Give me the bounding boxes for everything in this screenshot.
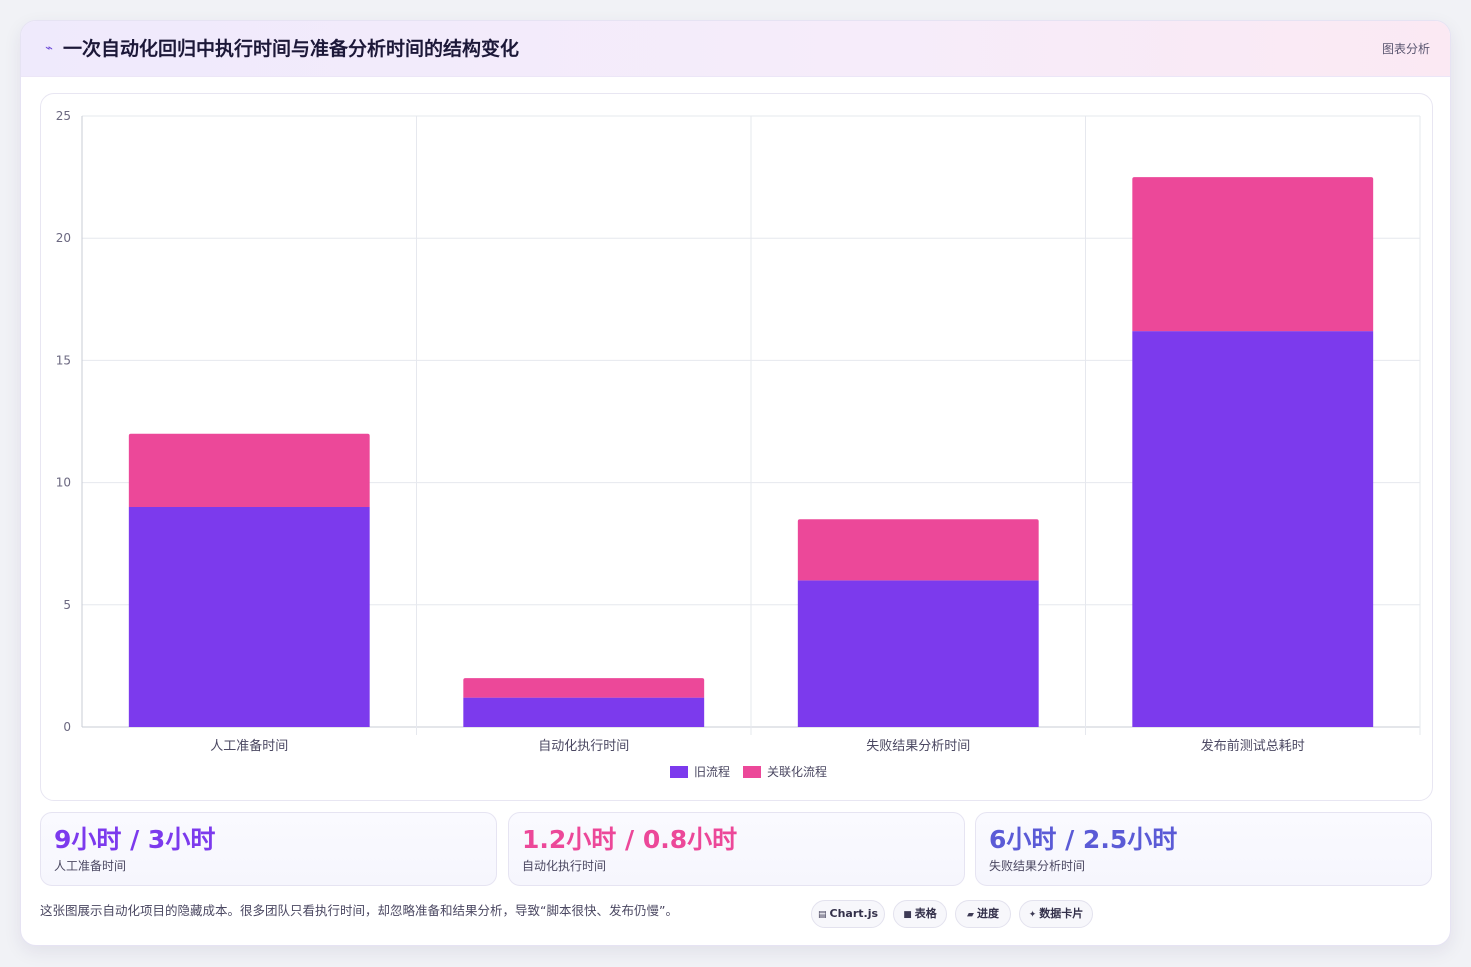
x-tick-label: 人工准备时间 [210,738,288,754]
chart-panel: 0 5 10 15 20 25 人工准备时间 自动化执行时间 失败结果分析时间 发布前测试总耗时旧… [40,93,1433,801]
x-tick-label: 自动化执行时间 [538,739,629,754]
bar-segment [1132,331,1374,727]
bolt-icon: ⌁ [45,41,53,56]
legend-swatch [743,766,761,778]
stat-label: 自动化执行时间 [522,859,607,873]
y-tick-label: 25 [56,109,71,123]
stat-card-exec: 1.2小时 / 0.8小时 自动化执行时间 [508,812,965,886]
stat-value: 9小时 / 3小时 [54,825,216,854]
stat-card-prep: 9小时 / 3小时 人工准备时间 [40,812,497,886]
x-tick-label: 发布前测试总耗时 [1201,738,1305,754]
stacked-bar-chart: 0 5 10 15 20 25 人工准备时间 自动化执行时间 失败结果分析时间 发布前测试总耗时旧… [56,109,1421,779]
bar-segment [1132,177,1374,332]
header-tag: 图表分析 [1381,42,1430,56]
y-tick-label: 0 [63,720,71,734]
pill-label: 进度 [976,907,999,920]
x-tick-label: 失败结果分析时间 [866,739,970,754]
pill-progress[interactable]: ▰ 进度 [955,900,1011,928]
stat-label: 人工准备时间 [54,859,127,873]
bar-segment [463,678,705,698]
bar-segment [128,507,370,727]
pill-table[interactable]: ■ 表格 [893,900,947,928]
y-tick-label: 20 [56,231,71,245]
card-icon: ✦ [1028,910,1037,920]
y-tick-label: 15 [56,353,71,367]
stat-value: 6小时 / 2.5小时 [989,825,1178,854]
pill-label: 数据卡片 [1039,907,1084,920]
legend-label: 旧流程 [694,764,730,779]
legend-swatch [670,766,688,778]
y-tick-label: 10 [56,476,71,490]
footer-note: 这张图展示自动化项目的隐藏成本。很多团队只看执行时间，却忽略准备和结果分析，导致… [40,903,678,918]
stat-cards: 9小时 / 3小时 人工准备时间 1.2小时 / 0.8小时 自动化执行时间 6… [40,812,1433,886]
progress-icon: ▰ [967,910,974,920]
card-header: ⌁ 一次自动化回归中执行时间与准备分析时间的结构变化 图表分析 [21,21,1450,77]
bar-segment [797,580,1039,727]
stat-label: 失败结果分析时间 [989,859,1086,873]
bar-segment [128,433,370,508]
pill-datacard[interactable]: ✦ 数据卡片 [1019,900,1093,928]
legend-label: 关联化流程 [767,764,827,779]
bar-segment [797,519,1039,581]
table-icon: ■ [903,910,912,920]
pill-chartjs[interactable]: ▤ Chart.js [811,900,885,928]
y-tick-label: 5 [63,598,71,612]
report-card: ⌁ 一次自动化回归中执行时间与准备分析时间的结构变化 图表分析 0 5 10 15 20… [20,20,1451,946]
pill-label: Chart.js [829,907,879,920]
chart-icon: ▤ [817,910,827,920]
bar-segment [463,697,705,727]
page-title: 一次自动化回归中执行时间与准备分析时间的结构变化 [63,38,520,60]
pill-label: 表格 [914,907,937,920]
stat-value: 1.2小时 / 0.8小时 [522,825,738,854]
stat-card-analysis: 6小时 / 2.5小时 失败结果分析时间 [975,812,1432,886]
